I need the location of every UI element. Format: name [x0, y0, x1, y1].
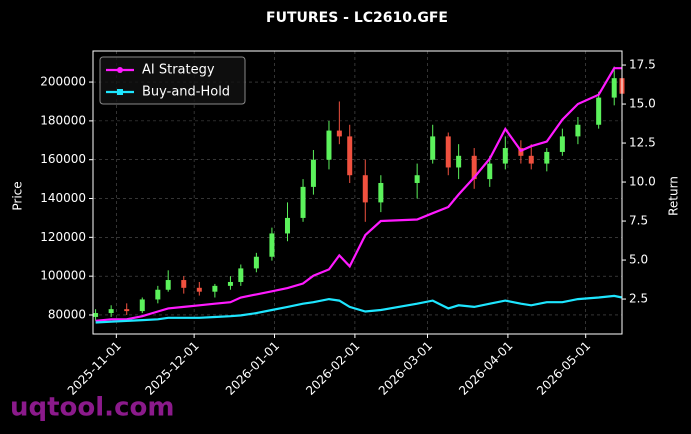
candle-body [575, 124, 581, 137]
y2-tick-label: 2.5 [629, 292, 648, 306]
candle-body [300, 186, 306, 218]
candle-body [326, 130, 332, 160]
line-series [95, 294, 623, 324]
y-tick-label: 160000 [40, 152, 86, 166]
candle-body [269, 233, 275, 257]
candle-body [284, 217, 290, 234]
candle-body [165, 280, 171, 290]
candle-body [596, 97, 602, 125]
candle-body [227, 281, 233, 286]
candle-body [430, 136, 436, 160]
candle-body [155, 289, 161, 300]
y2-tick-label: 5.0 [629, 253, 648, 267]
candle-body [181, 280, 187, 288]
candle-body [544, 151, 550, 164]
y-tick-label: 140000 [40, 191, 86, 205]
candle-body [471, 155, 477, 180]
candle-body [456, 155, 462, 168]
candle-body [253, 256, 259, 269]
legend-marker [117, 67, 123, 73]
candle-body [502, 148, 508, 164]
legend-label: Buy-and-Hold [142, 85, 230, 100]
candle-body [611, 78, 617, 98]
candle-body [124, 309, 130, 312]
y-tick-label: 200000 [40, 75, 86, 89]
legend-label: AI Strategy [142, 63, 215, 78]
y-tick-label: 180000 [40, 113, 86, 127]
candle-body [108, 309, 114, 314]
y2-tick-label: 10.0 [629, 175, 656, 189]
chart-title: FUTURES - LC2610.GFE [266, 10, 448, 26]
legend-marker [117, 89, 123, 95]
candle-body [139, 299, 145, 312]
candle-body [414, 175, 420, 183]
plot-frame [92, 50, 623, 335]
line-series [95, 67, 622, 322]
candle-body [378, 182, 384, 203]
y2-tick-label: 7.5 [629, 214, 648, 228]
candle-body [559, 136, 565, 152]
y-tick-label: 120000 [40, 230, 86, 244]
y2-tick-label: 17.5 [629, 58, 656, 72]
y2-axis-label: Return [667, 176, 681, 216]
y2-tick-label: 15.0 [629, 97, 656, 111]
candle-body [310, 159, 316, 187]
candle-body [528, 155, 534, 164]
candle-body [487, 163, 493, 180]
candle-body [212, 285, 218, 292]
candle-body [196, 287, 202, 292]
candle-body [336, 130, 342, 137]
y-tick-label: 100000 [40, 269, 86, 283]
candle-body [238, 268, 244, 282]
y-tick-label: 80000 [48, 307, 86, 321]
candle-body [445, 136, 451, 168]
candle-body [93, 313, 99, 317]
candle-body [362, 175, 368, 203]
y2-tick-label: 12.5 [629, 136, 656, 150]
y-axis-label: Price [11, 181, 25, 210]
legend-box [99, 56, 246, 105]
candle-body [347, 136, 353, 176]
watermark: uqtool.com [10, 393, 174, 423]
